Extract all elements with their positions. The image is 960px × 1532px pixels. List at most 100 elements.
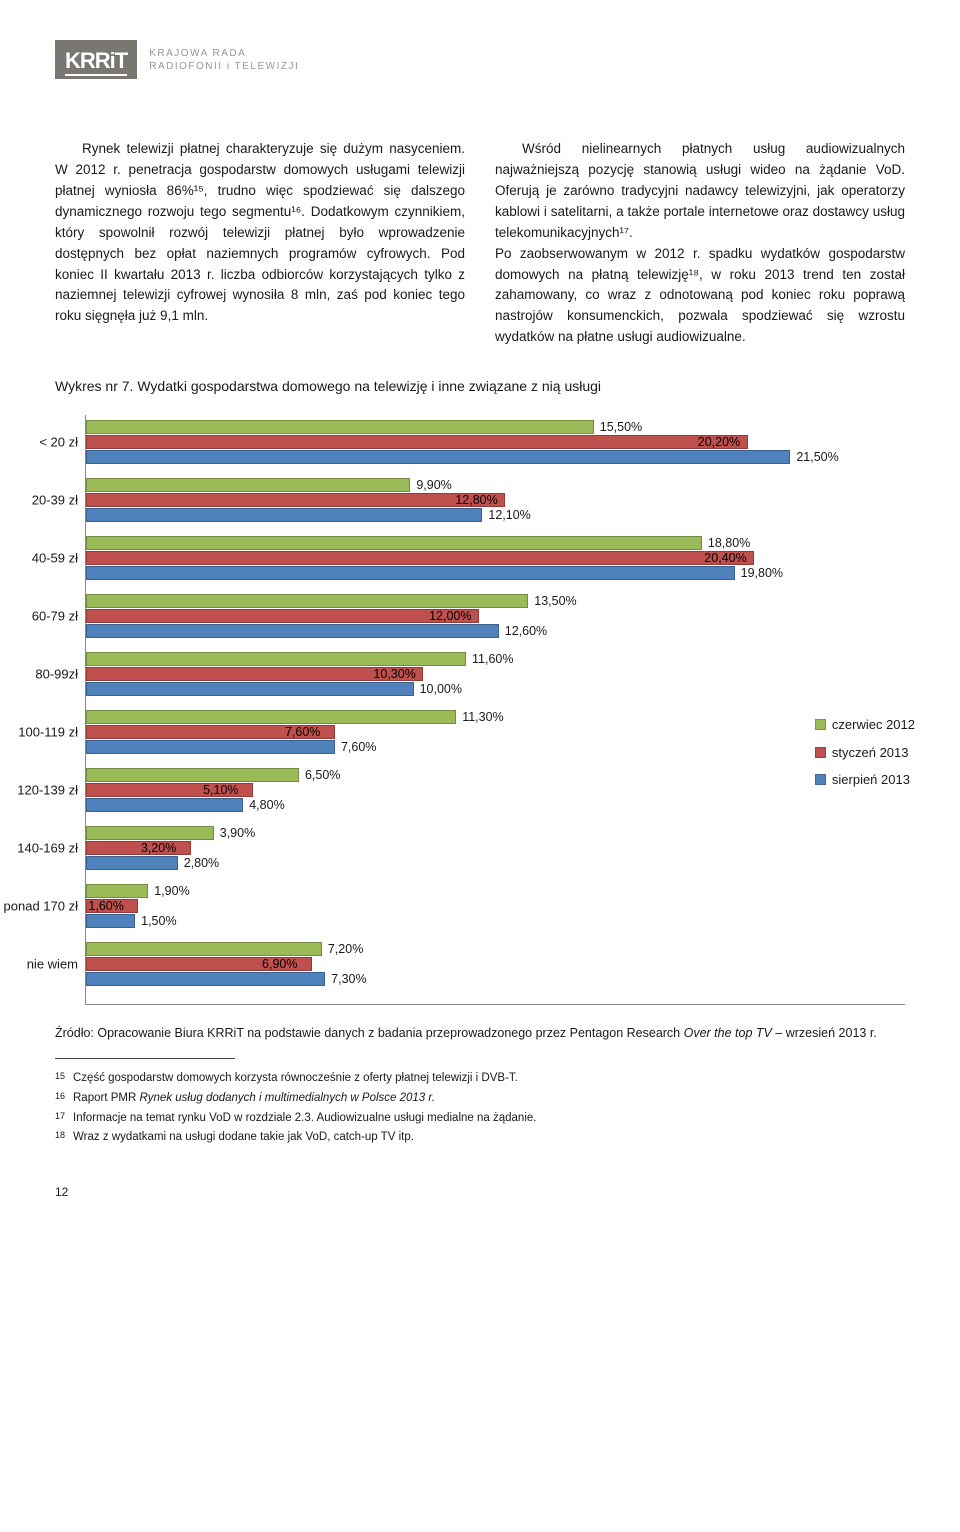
category-label: nie wiem (0, 954, 86, 974)
footnote-rule (55, 1058, 235, 1059)
category-label: 80-99zł (0, 664, 86, 684)
bar-row: 7,30% (86, 972, 905, 986)
footnote-num: 17 (55, 1109, 67, 1129)
bar-row: 4,80% (86, 798, 905, 812)
bar (86, 435, 748, 449)
logo-mark: KRRiT (55, 40, 137, 79)
left-column: Rynek telewizji płatnej charakteryzuje s… (55, 139, 465, 348)
category-label: 40-59 zł (0, 548, 86, 568)
bar-value-label: 1,50% (141, 912, 176, 931)
bar-row: 10,30% (86, 667, 905, 681)
chart-plot: < 20 zł15,50%20,20%21,50%20-39 zł9,90%12… (85, 415, 905, 1005)
bar-row: 13,50% (86, 594, 905, 608)
bar-row: 12,00% (86, 609, 905, 623)
bar-row: 20,20% (86, 435, 905, 449)
org-line2: RADIOFONII i TELEWIZJI (149, 61, 299, 72)
footnote-text: Wraz z wydatkami na usługi dodane takie … (73, 1128, 414, 1148)
bar-row: 10,00% (86, 682, 905, 696)
bar-value-label: 12,10% (488, 506, 530, 525)
org-line1: KRAJOWA RADA (149, 48, 246, 59)
bar-row: 15,50% (86, 420, 905, 434)
bar (86, 566, 735, 580)
bar (86, 493, 505, 507)
category-label: ponad 170 zł (0, 896, 86, 916)
legend-swatch (815, 774, 826, 785)
bar-group: 60-79 zł13,50%12,00%12,60% (86, 594, 905, 638)
bar-value-label: 2,80% (184, 854, 219, 873)
footnote-text: Część gospodarstw domowych korzysta równ… (73, 1069, 518, 1089)
category-label: 140-169 zł (0, 838, 86, 858)
bar-value-label: 13,50% (534, 592, 576, 611)
chart-legend: czerwiec 2012 styczeń 2013 sierpień 2013 (815, 715, 915, 798)
bar-row: 3,90% (86, 826, 905, 840)
bar (86, 551, 754, 565)
bar-row: 1,50% (86, 914, 905, 928)
bar-row: 1,60% (86, 899, 905, 913)
bar (86, 914, 135, 928)
bar-row: 5,10% (86, 783, 905, 797)
bar-value-label: 1,60% (88, 897, 123, 916)
bar-row: 2,80% (86, 856, 905, 870)
bar-value-label: 7,60% (285, 723, 320, 742)
bar-value-label: 9,90% (416, 476, 451, 495)
page-number: 12 (55, 1183, 905, 1201)
bar-group: 20-39 zł9,90%12,80%12,10% (86, 478, 905, 522)
footnote-num: 15 (55, 1069, 67, 1089)
header: KRRiT KRAJOWA RADA RADIOFONII i TELEWIZJ… (55, 40, 905, 79)
bar-value-label: 3,90% (220, 824, 255, 843)
legend-label: czerwiec 2012 (832, 715, 915, 735)
footnote-text: Informacje na temat rynku VoD w rozdzial… (73, 1109, 536, 1129)
bar-row: 19,80% (86, 566, 905, 580)
bar-row: 12,60% (86, 624, 905, 638)
bar-value-label: 10,00% (420, 680, 462, 699)
bar (86, 972, 325, 986)
bar-row: 18,80% (86, 536, 905, 550)
footnote: 17 Informacje na temat rynku VoD w rozdzi… (55, 1109, 905, 1129)
source-prefix: Źródło: Opracowanie Biura KRRiT na podst… (55, 1026, 684, 1040)
left-paragraph: Rynek telewizji płatnej charakteryzuje s… (55, 139, 465, 327)
bar (86, 609, 479, 623)
bar (86, 768, 299, 782)
bar (86, 740, 335, 754)
bar-value-label: 10,30% (373, 665, 415, 684)
legend-label: styczeń 2013 (832, 743, 909, 763)
bar-row: 6,90% (86, 957, 905, 971)
footnote-text: Raport PMR Rynek usług dodanych i multim… (73, 1089, 435, 1109)
bar (86, 508, 482, 522)
chart-title-lead: Wykres nr 7. (55, 378, 133, 394)
chart-source: Źródło: Opracowanie Biura KRRiT na podst… (55, 1023, 905, 1044)
bar-value-label: 19,80% (741, 564, 783, 583)
chart-title-rest: Wydatki gospodarstwa domowego na telewiz… (133, 378, 601, 394)
bar-value-label: 7,20% (328, 940, 363, 959)
right-paragraph: Wśród nielinearnych płatnych usług audio… (495, 139, 905, 348)
bar-value-label: 21,50% (796, 448, 838, 467)
bar-row: 7,20% (86, 942, 905, 956)
footnote: 15 Część gospodarstw domowych korzysta ró… (55, 1069, 905, 1089)
bar (86, 856, 178, 870)
legend-label: sierpień 2013 (832, 770, 910, 790)
bar-value-label: 11,60% (472, 650, 513, 669)
bar-row: 11,60% (86, 652, 905, 666)
category-label: < 20 zł (0, 432, 86, 452)
legend-swatch (815, 719, 826, 730)
footnote-num: 16 (55, 1089, 67, 1109)
chart: < 20 zł15,50%20,20%21,50%20-39 zł9,90%12… (85, 415, 905, 1005)
bar-group: 120-139 zł6,50%5,10%4,80% (86, 768, 905, 812)
footnote-num: 18 (55, 1128, 67, 1148)
bar-row: 7,60% (86, 740, 905, 754)
bar (86, 420, 594, 434)
bar-value-label: 6,50% (305, 766, 340, 785)
bar-value-label: 6,90% (262, 955, 297, 974)
bar-value-label: 15,50% (600, 418, 642, 437)
bar (86, 624, 499, 638)
chart-title: Wykres nr 7. Wydatki gospodarstwa domowe… (55, 376, 905, 397)
bar-row: 12,10% (86, 508, 905, 522)
legend-item: sierpień 2013 (815, 770, 915, 790)
bar-group: 80-99zł11,60%10,30%10,00% (86, 652, 905, 696)
bar-value-label: 20,20% (698, 433, 740, 452)
category-label: 120-139 zł (0, 780, 86, 800)
category-label: 100-119 zł (0, 722, 86, 742)
bar (86, 450, 790, 464)
bar-group: < 20 zł15,50%20,20%21,50% (86, 420, 905, 464)
logo-org: KRAJOWA RADA RADIOFONII i TELEWIZJI (149, 47, 299, 73)
